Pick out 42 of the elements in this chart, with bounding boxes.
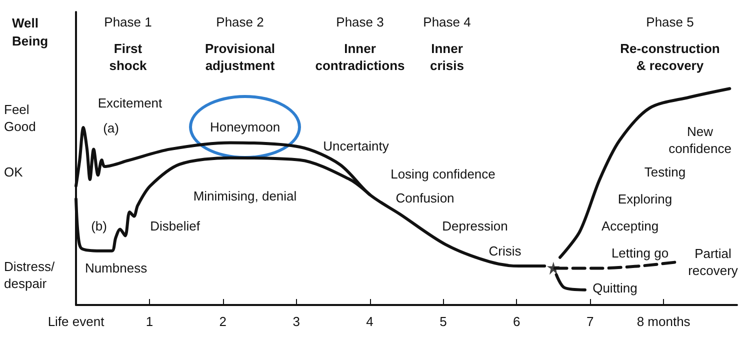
annotation: Minimising, denial — [193, 188, 297, 204]
y-axis-title: Well Being — [12, 16, 48, 48]
text: Phase 3 — [336, 14, 384, 30]
text: Provisional adjustment — [204, 41, 276, 73]
annotation: Exploring — [618, 192, 672, 206]
x-tick-label: 2 — [219, 314, 227, 329]
annotation: Partial recovery — [688, 246, 738, 278]
x-tick-label: Life event — [48, 314, 105, 329]
x-tick-label: 3 — [292, 314, 300, 329]
text: Phase 1 — [104, 14, 152, 30]
text: Re-construction & recovery — [620, 41, 720, 73]
annotation: Confusion — [396, 190, 454, 206]
annotation: Accepting — [601, 218, 659, 234]
text: Phase 5 — [646, 14, 694, 30]
x-tick-label: 5 — [440, 314, 447, 329]
text: Phase 4 — [423, 14, 471, 30]
annotation: (b) — [91, 218, 107, 234]
text: OK — [4, 164, 24, 180]
annotation: Honeymoon — [210, 120, 280, 134]
text: Distress/ despair — [4, 259, 55, 291]
annotation: Uncertainty — [323, 138, 390, 154]
x-tick-label: 6 — [513, 314, 520, 329]
annotation: Excitement — [98, 96, 163, 110]
text: Phase 2 — [216, 14, 264, 30]
annotation: Letting go — [611, 246, 669, 260]
annotation: Depression — [442, 218, 508, 234]
annotation: Losing confidence — [390, 166, 496, 182]
x-tick-label: 8 months — [636, 314, 691, 329]
text: Inner crisis — [430, 41, 464, 73]
annotation: (a) — [103, 120, 119, 136]
x-tick-label: 4 — [366, 314, 374, 329]
text: First shock — [109, 41, 148, 73]
text: Inner contradictions — [315, 41, 405, 73]
annotation: Quitting — [592, 280, 638, 296]
annotation: Disbelief — [150, 218, 200, 234]
x-tick-label: 7 — [586, 314, 594, 329]
annotation: Crisis — [488, 244, 522, 258]
x-tick-label: 1 — [146, 314, 154, 329]
annotation: Testing — [644, 164, 686, 180]
annotation: New confidence — [668, 124, 732, 156]
text: Feel Good — [4, 102, 36, 134]
annotation: Numbness — [84, 260, 148, 276]
